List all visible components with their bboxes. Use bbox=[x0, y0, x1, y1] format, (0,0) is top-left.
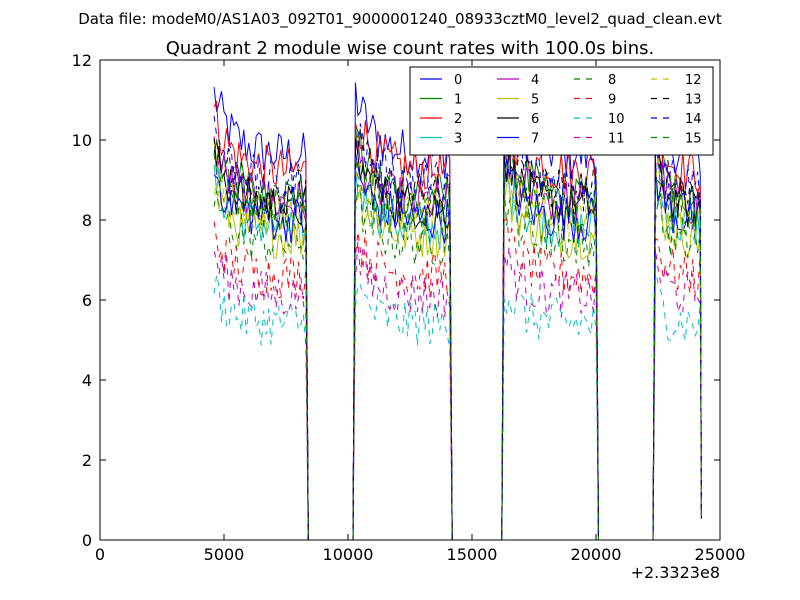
legend-label-5: 5 bbox=[531, 93, 539, 108]
series-line-14 bbox=[213, 108, 702, 541]
series-line-3 bbox=[213, 164, 702, 541]
y-tick-label: 12 bbox=[72, 51, 92, 70]
legend-label-12: 12 bbox=[685, 73, 702, 88]
legend-label-13: 13 bbox=[685, 93, 702, 108]
plot-lines bbox=[213, 82, 702, 541]
legend-label-7: 7 bbox=[531, 132, 539, 147]
y-tick-label: 10 bbox=[72, 131, 92, 150]
series-line-15 bbox=[213, 151, 702, 541]
series-line-1 bbox=[213, 122, 702, 541]
series-line-6 bbox=[213, 138, 702, 541]
legend-label-14: 14 bbox=[685, 112, 702, 127]
x-tick-label: 5000 bbox=[204, 545, 245, 564]
series-line-11 bbox=[213, 241, 702, 541]
y-tick-label: 8 bbox=[82, 211, 92, 230]
legend-label-1: 1 bbox=[454, 93, 462, 108]
series-line-10 bbox=[213, 270, 702, 541]
y-tick-label: 0 bbox=[82, 531, 92, 550]
series-line-9 bbox=[213, 217, 702, 541]
legend-label-4: 4 bbox=[531, 73, 539, 88]
legend-label-2: 2 bbox=[454, 112, 462, 127]
x-tick-label: 10000 bbox=[323, 545, 374, 564]
series-line-8 bbox=[213, 183, 702, 541]
legend-label-11: 11 bbox=[608, 132, 625, 147]
legend-label-8: 8 bbox=[608, 73, 616, 88]
x-offset-label: +2.3323e8 bbox=[631, 563, 720, 582]
legend-label-9: 9 bbox=[608, 93, 616, 108]
x-tick-label: 15000 bbox=[447, 545, 498, 564]
x-tick-label: 25000 bbox=[695, 545, 746, 564]
series-line-2 bbox=[213, 99, 702, 541]
y-tick-label: 2 bbox=[82, 451, 92, 470]
series-line-12 bbox=[213, 143, 702, 541]
legend-label-10: 10 bbox=[608, 112, 625, 127]
y-tick-label: 6 bbox=[82, 291, 92, 310]
legend-label-6: 6 bbox=[531, 112, 539, 127]
series-line-5 bbox=[213, 170, 702, 541]
suptitle: Data file: modeM0/AS1A03_092T01_90000012… bbox=[78, 10, 722, 29]
legend-label-3: 3 bbox=[454, 132, 462, 147]
legend-label-0: 0 bbox=[454, 73, 462, 88]
series-line-13 bbox=[213, 123, 702, 541]
x-tick-label: 20000 bbox=[571, 545, 622, 564]
x-tick-label: 0 bbox=[95, 545, 105, 564]
legend-label-15: 15 bbox=[685, 132, 702, 147]
legend-box bbox=[409, 66, 714, 156]
chart-title: Quadrant 2 module wise count rates with … bbox=[166, 38, 655, 59]
y-tick-label: 4 bbox=[82, 371, 92, 390]
x-axis: 0 5000 10000 15000 20000 25000 bbox=[95, 60, 746, 564]
